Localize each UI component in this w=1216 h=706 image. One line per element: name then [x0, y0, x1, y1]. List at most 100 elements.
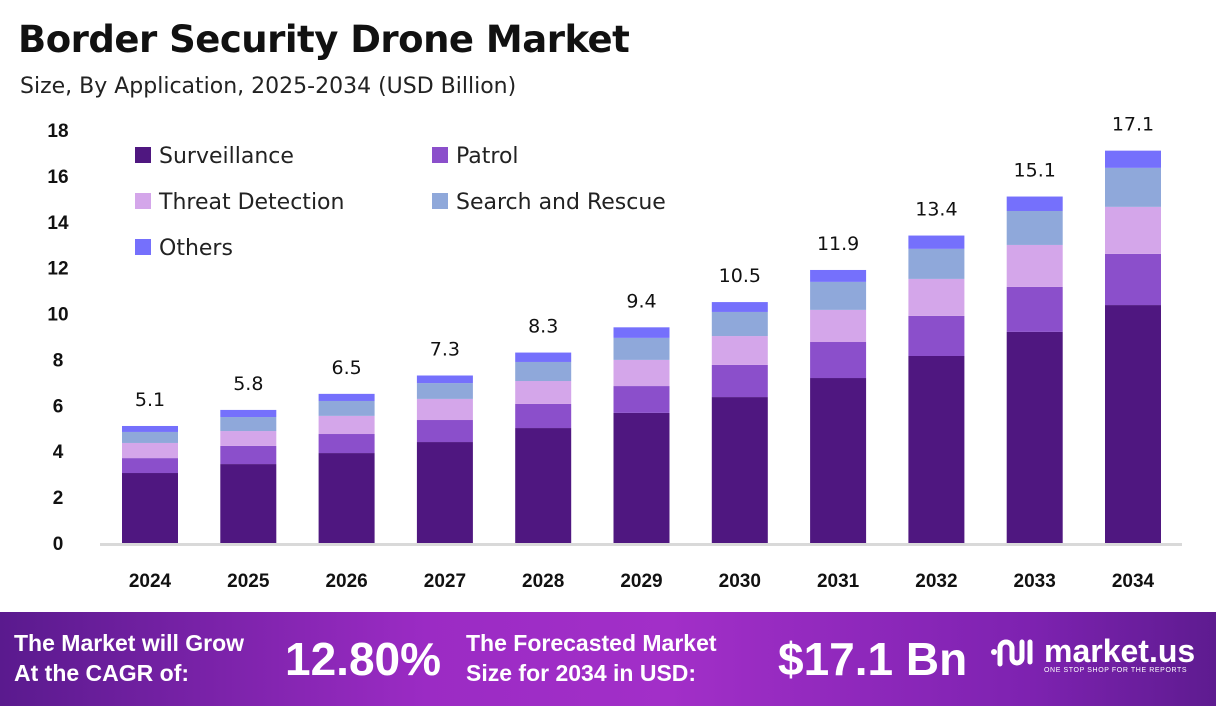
bar-segment-patrol	[810, 342, 867, 379]
bar-segment-threat-detection	[220, 431, 277, 446]
total-label: 15.1	[1014, 160, 1056, 182]
chart-subtitle: Size, By Application, 2025-2034 (USD Bil…	[20, 74, 517, 99]
total-label: 9.4	[626, 290, 656, 312]
y-tick-label: 16	[47, 167, 68, 188]
chart-title: Border Security Drone Market	[18, 18, 630, 61]
y-tick-label: 4	[53, 442, 64, 463]
bar-segment-patrol	[1006, 286, 1063, 332]
bar-segment-threat-detection	[1006, 244, 1063, 287]
total-label: 8.3	[528, 316, 558, 338]
bar-segment-surveillance	[711, 397, 768, 543]
legend-swatch	[432, 193, 448, 209]
bar-segment-search-and-rescue	[220, 417, 277, 432]
bar-segment-surveillance	[220, 464, 277, 543]
total-label: 17.1	[1112, 114, 1154, 136]
bar-segment-search-and-rescue	[1105, 167, 1161, 207]
bar-segment-patrol	[908, 315, 965, 357]
bar-segment-patrol	[613, 386, 670, 413]
bar-segment-others	[220, 409, 277, 418]
bar-segment-search-and-rescue	[1006, 210, 1063, 245]
bar-segment-search-and-rescue	[122, 431, 178, 443]
bar-segment-threat-detection	[416, 398, 473, 421]
forecast-label: The Forecasted Market Size for 2034 in U…	[466, 628, 717, 688]
legend-label: Others	[159, 236, 233, 261]
total-label: 13.4	[915, 199, 957, 221]
x-tick-label: 2025	[227, 571, 270, 592]
legend-label: Search and Rescue	[456, 190, 666, 215]
y-tick-label: 2	[53, 488, 64, 509]
y-tick-label: 12	[47, 259, 68, 280]
bar-segment-search-and-rescue	[318, 400, 375, 416]
bar-segment-others	[810, 269, 867, 282]
bar-segment-patrol	[220, 445, 277, 465]
bar-segment-patrol	[122, 458, 178, 474]
bar-segment-search-and-rescue	[416, 383, 473, 399]
logo-tagline: ONE STOP SHOP FOR THE REPORTS	[1044, 666, 1188, 674]
bar-segment-others	[908, 235, 965, 249]
bar-segment-patrol	[318, 434, 375, 454]
y-tick-label: 14	[47, 213, 69, 234]
total-label: 6.5	[331, 357, 361, 379]
bar-segment-others	[613, 327, 670, 338]
total-label: 5.8	[233, 373, 263, 395]
total-label: 11.9	[817, 233, 859, 255]
bar-segment-patrol	[711, 364, 768, 398]
x-tick-label: 2028	[522, 571, 564, 592]
bar-segment-patrol	[416, 420, 473, 443]
bar-segment-surveillance	[613, 412, 670, 543]
x-tick-label: 2033	[1014, 571, 1056, 592]
bar-segment-search-and-rescue	[908, 248, 965, 279]
bar-segment-others	[711, 302, 768, 312]
legend-label: Patrol	[456, 144, 519, 169]
bar-segment-others	[318, 393, 375, 401]
bar-segment-threat-detection	[122, 442, 178, 459]
forecast-label-line2: Size for 2034 in USD:	[466, 660, 697, 686]
bar-segment-surveillance	[416, 442, 473, 543]
legend-swatch	[135, 193, 151, 209]
bar-segment-surveillance	[810, 378, 867, 543]
y-tick-label: 8	[53, 350, 64, 371]
legend-label: Threat Detection	[158, 190, 344, 215]
x-tick-label: 2024	[129, 571, 172, 592]
bar-segment-surveillance	[318, 453, 375, 543]
y-tick-label: 10	[47, 305, 68, 326]
legend-swatch	[135, 239, 151, 255]
bar-segment-others	[122, 425, 178, 432]
bar-segment-search-and-rescue	[810, 281, 867, 310]
bar-segment-threat-detection	[810, 309, 867, 343]
total-label: 10.5	[719, 265, 761, 287]
bar-segment-surveillance	[122, 473, 178, 543]
legend-swatch	[135, 147, 151, 163]
x-tick-label: 2032	[915, 571, 957, 592]
market-us-logo: market.us ONE STOP SHOP FOR THE REPORTS	[990, 634, 1195, 674]
bar-segment-threat-detection	[515, 381, 572, 404]
x-tick-label: 2029	[620, 571, 662, 592]
bar-segment-threat-detection	[318, 415, 375, 435]
bar-segment-patrol	[1105, 253, 1161, 306]
x-tick-label: 2034	[1112, 571, 1155, 592]
bar-segment-others	[1006, 196, 1063, 211]
stacked-bar-chart: 0 2 4 6 8 10 12 14 16 18 5.1 2024 5.8 2025 6.5 2026 7.3 2…	[47, 114, 1182, 592]
x-tick-label: 2027	[424, 571, 466, 592]
footer-banner: The Market will Grow At the CAGR of: 12.…	[0, 612, 1216, 706]
y-tick-label: 6	[53, 396, 64, 417]
cagr-label-line2: At the CAGR of:	[14, 660, 190, 686]
cagr-label: The Market will Grow At the CAGR of:	[14, 628, 244, 688]
legend-label: Surveillance	[159, 144, 294, 169]
bar-segment-patrol	[515, 403, 572, 429]
logo-mark-icon	[991, 639, 1033, 667]
total-label: 5.1	[135, 389, 165, 411]
bar-segment-others	[515, 352, 572, 362]
bar-segment-surveillance	[1006, 331, 1063, 543]
x-tick-label: 2030	[719, 571, 761, 592]
bar-segment-threat-detection	[613, 359, 670, 387]
bar-segment-threat-detection	[711, 336, 768, 365]
legend-swatch	[432, 147, 448, 163]
cagr-value: 12.80%	[285, 633, 442, 685]
bar-segment-search-and-rescue	[613, 337, 670, 360]
x-tick-label: 2031	[817, 571, 860, 592]
bar-segment-threat-detection	[1105, 206, 1161, 254]
bar-segment-surveillance	[515, 428, 572, 543]
bar-segment-search-and-rescue	[711, 311, 768, 337]
bar-segment-threat-detection	[908, 278, 965, 316]
